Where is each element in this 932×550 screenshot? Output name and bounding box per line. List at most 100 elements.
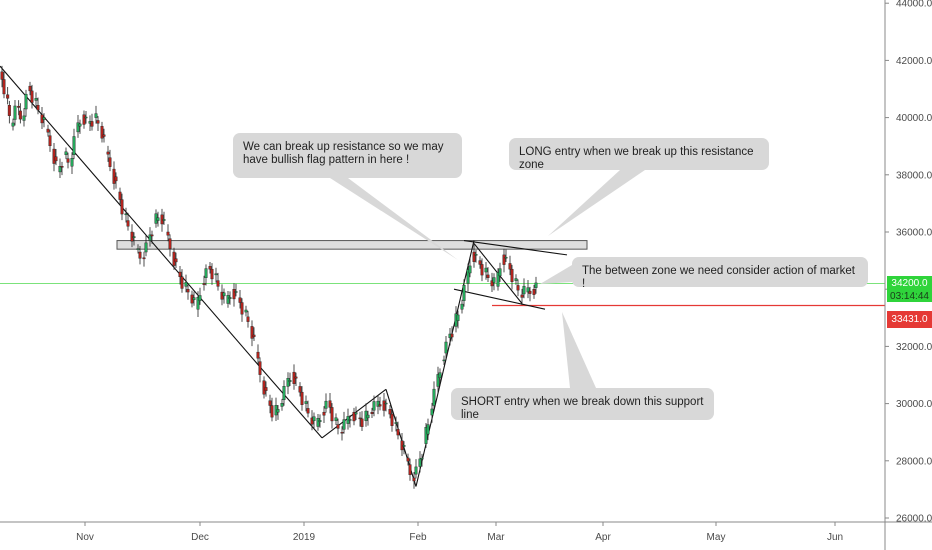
- candle-body: [136, 248, 140, 250]
- candle-body: [250, 326, 254, 339]
- x-tick-label: May: [707, 532, 726, 543]
- candle-body: [336, 424, 340, 429]
- candle-body: [288, 380, 292, 382]
- candle-body: [402, 445, 406, 447]
- candle-body: [508, 263, 512, 270]
- candle-body: [390, 413, 394, 426]
- resistance-zone: [116, 240, 588, 250]
- candle-body: [430, 408, 434, 416]
- candle-body: [30, 90, 34, 103]
- candle-body: [192, 297, 196, 300]
- candle-body: [84, 116, 88, 119]
- candle-body: [478, 260, 482, 265]
- candle-body: [216, 280, 220, 287]
- candle-body: [198, 295, 202, 301]
- candle-body: [420, 457, 424, 460]
- candle-body: [498, 268, 502, 277]
- support-price-tag: 33431.0: [887, 311, 932, 328]
- candle-body: [76, 122, 80, 133]
- y-tick-label: 36000.0: [896, 228, 932, 239]
- callout-between: The between zone we need consider action…: [572, 257, 868, 290]
- candle-body: [264, 387, 268, 391]
- candle-body: [226, 295, 230, 304]
- candle-body: [444, 341, 448, 354]
- y-tick-label: 32000.0: [896, 342, 932, 353]
- candle-body: [54, 156, 58, 162]
- candle-body: [382, 400, 386, 411]
- candle-body: [348, 419, 352, 421]
- candle-body: [466, 269, 470, 284]
- countdown-timer-label: 03:14:44: [890, 291, 929, 302]
- candle-body: [270, 405, 274, 418]
- candle-body: [13, 105, 17, 120]
- candle-body: [24, 93, 28, 110]
- candle-body: [11, 122, 15, 127]
- candle-body: [462, 284, 466, 301]
- candle-body: [108, 157, 112, 167]
- candle-body: [490, 280, 494, 287]
- candle-body: [232, 289, 236, 300]
- candle-body: [480, 264, 484, 276]
- candle-body: [0, 71, 4, 80]
- candle-body: [124, 213, 128, 216]
- candle-body: [70, 158, 74, 167]
- x-tick-label: Jun: [827, 532, 843, 543]
- candle-body: [106, 151, 110, 155]
- candle-body: [408, 464, 412, 475]
- candle-body: [484, 267, 488, 273]
- candle-body: [78, 123, 82, 127]
- candle-body: [354, 412, 358, 415]
- candle-body: [52, 148, 56, 164]
- candle-body: [334, 417, 338, 421]
- candle-body: [286, 378, 290, 387]
- candle-body: [526, 287, 530, 293]
- y-tick-label: 26000.0: [896, 514, 932, 525]
- candle-body: [312, 416, 316, 421]
- y-tick-label: 44000.0: [896, 0, 932, 10]
- x-tick-label: Feb: [409, 532, 427, 543]
- trend-line: [0, 65, 263, 370]
- candle-body: [310, 417, 314, 425]
- candle-body: [282, 386, 286, 400]
- candle-body: [294, 376, 298, 379]
- candle-body: [456, 314, 460, 321]
- candle-body: [366, 414, 370, 419]
- candle-body: [268, 400, 272, 406]
- callout-flag: We can break up resistance so we may hav…: [233, 133, 462, 178]
- candle-body: [522, 285, 526, 295]
- x-tick-label: 2019: [293, 532, 316, 543]
- candle-body: [342, 419, 346, 430]
- candle-body: [58, 166, 62, 173]
- candle-body: [36, 105, 40, 111]
- candle-body: [168, 238, 172, 249]
- candle-body: [258, 361, 262, 375]
- candle-body: [276, 409, 280, 413]
- candle-body: [486, 274, 490, 278]
- candle-body: [370, 411, 374, 414]
- candle-body: [7, 105, 11, 116]
- candle-body: [474, 254, 478, 256]
- candle-body: [468, 265, 472, 274]
- callout-short: SHORT entry when we break down this supp…: [451, 388, 714, 421]
- candle-body: [510, 268, 514, 282]
- candle-body: [102, 134, 106, 137]
- candle-body: [438, 372, 442, 379]
- candle-body: [376, 400, 380, 407]
- candle-body: [210, 268, 214, 280]
- candle-body: [18, 110, 22, 120]
- candle-body: [17, 105, 21, 108]
- candle-body: [388, 409, 392, 415]
- candle-body: [202, 283, 206, 285]
- candle-body: [184, 282, 188, 287]
- x-tick-label: Nov: [76, 532, 94, 543]
- candle-body: [516, 285, 520, 291]
- candle-body: [396, 429, 400, 436]
- candle-body: [316, 418, 320, 427]
- candle-body: [280, 403, 284, 407]
- candle-body: [72, 136, 76, 155]
- current-price-tag: 34200.0 03:14:44: [887, 276, 932, 302]
- candle-body: [496, 272, 500, 287]
- candle-body: [148, 234, 152, 241]
- candle-body: [64, 151, 68, 155]
- candle-body: [412, 477, 416, 482]
